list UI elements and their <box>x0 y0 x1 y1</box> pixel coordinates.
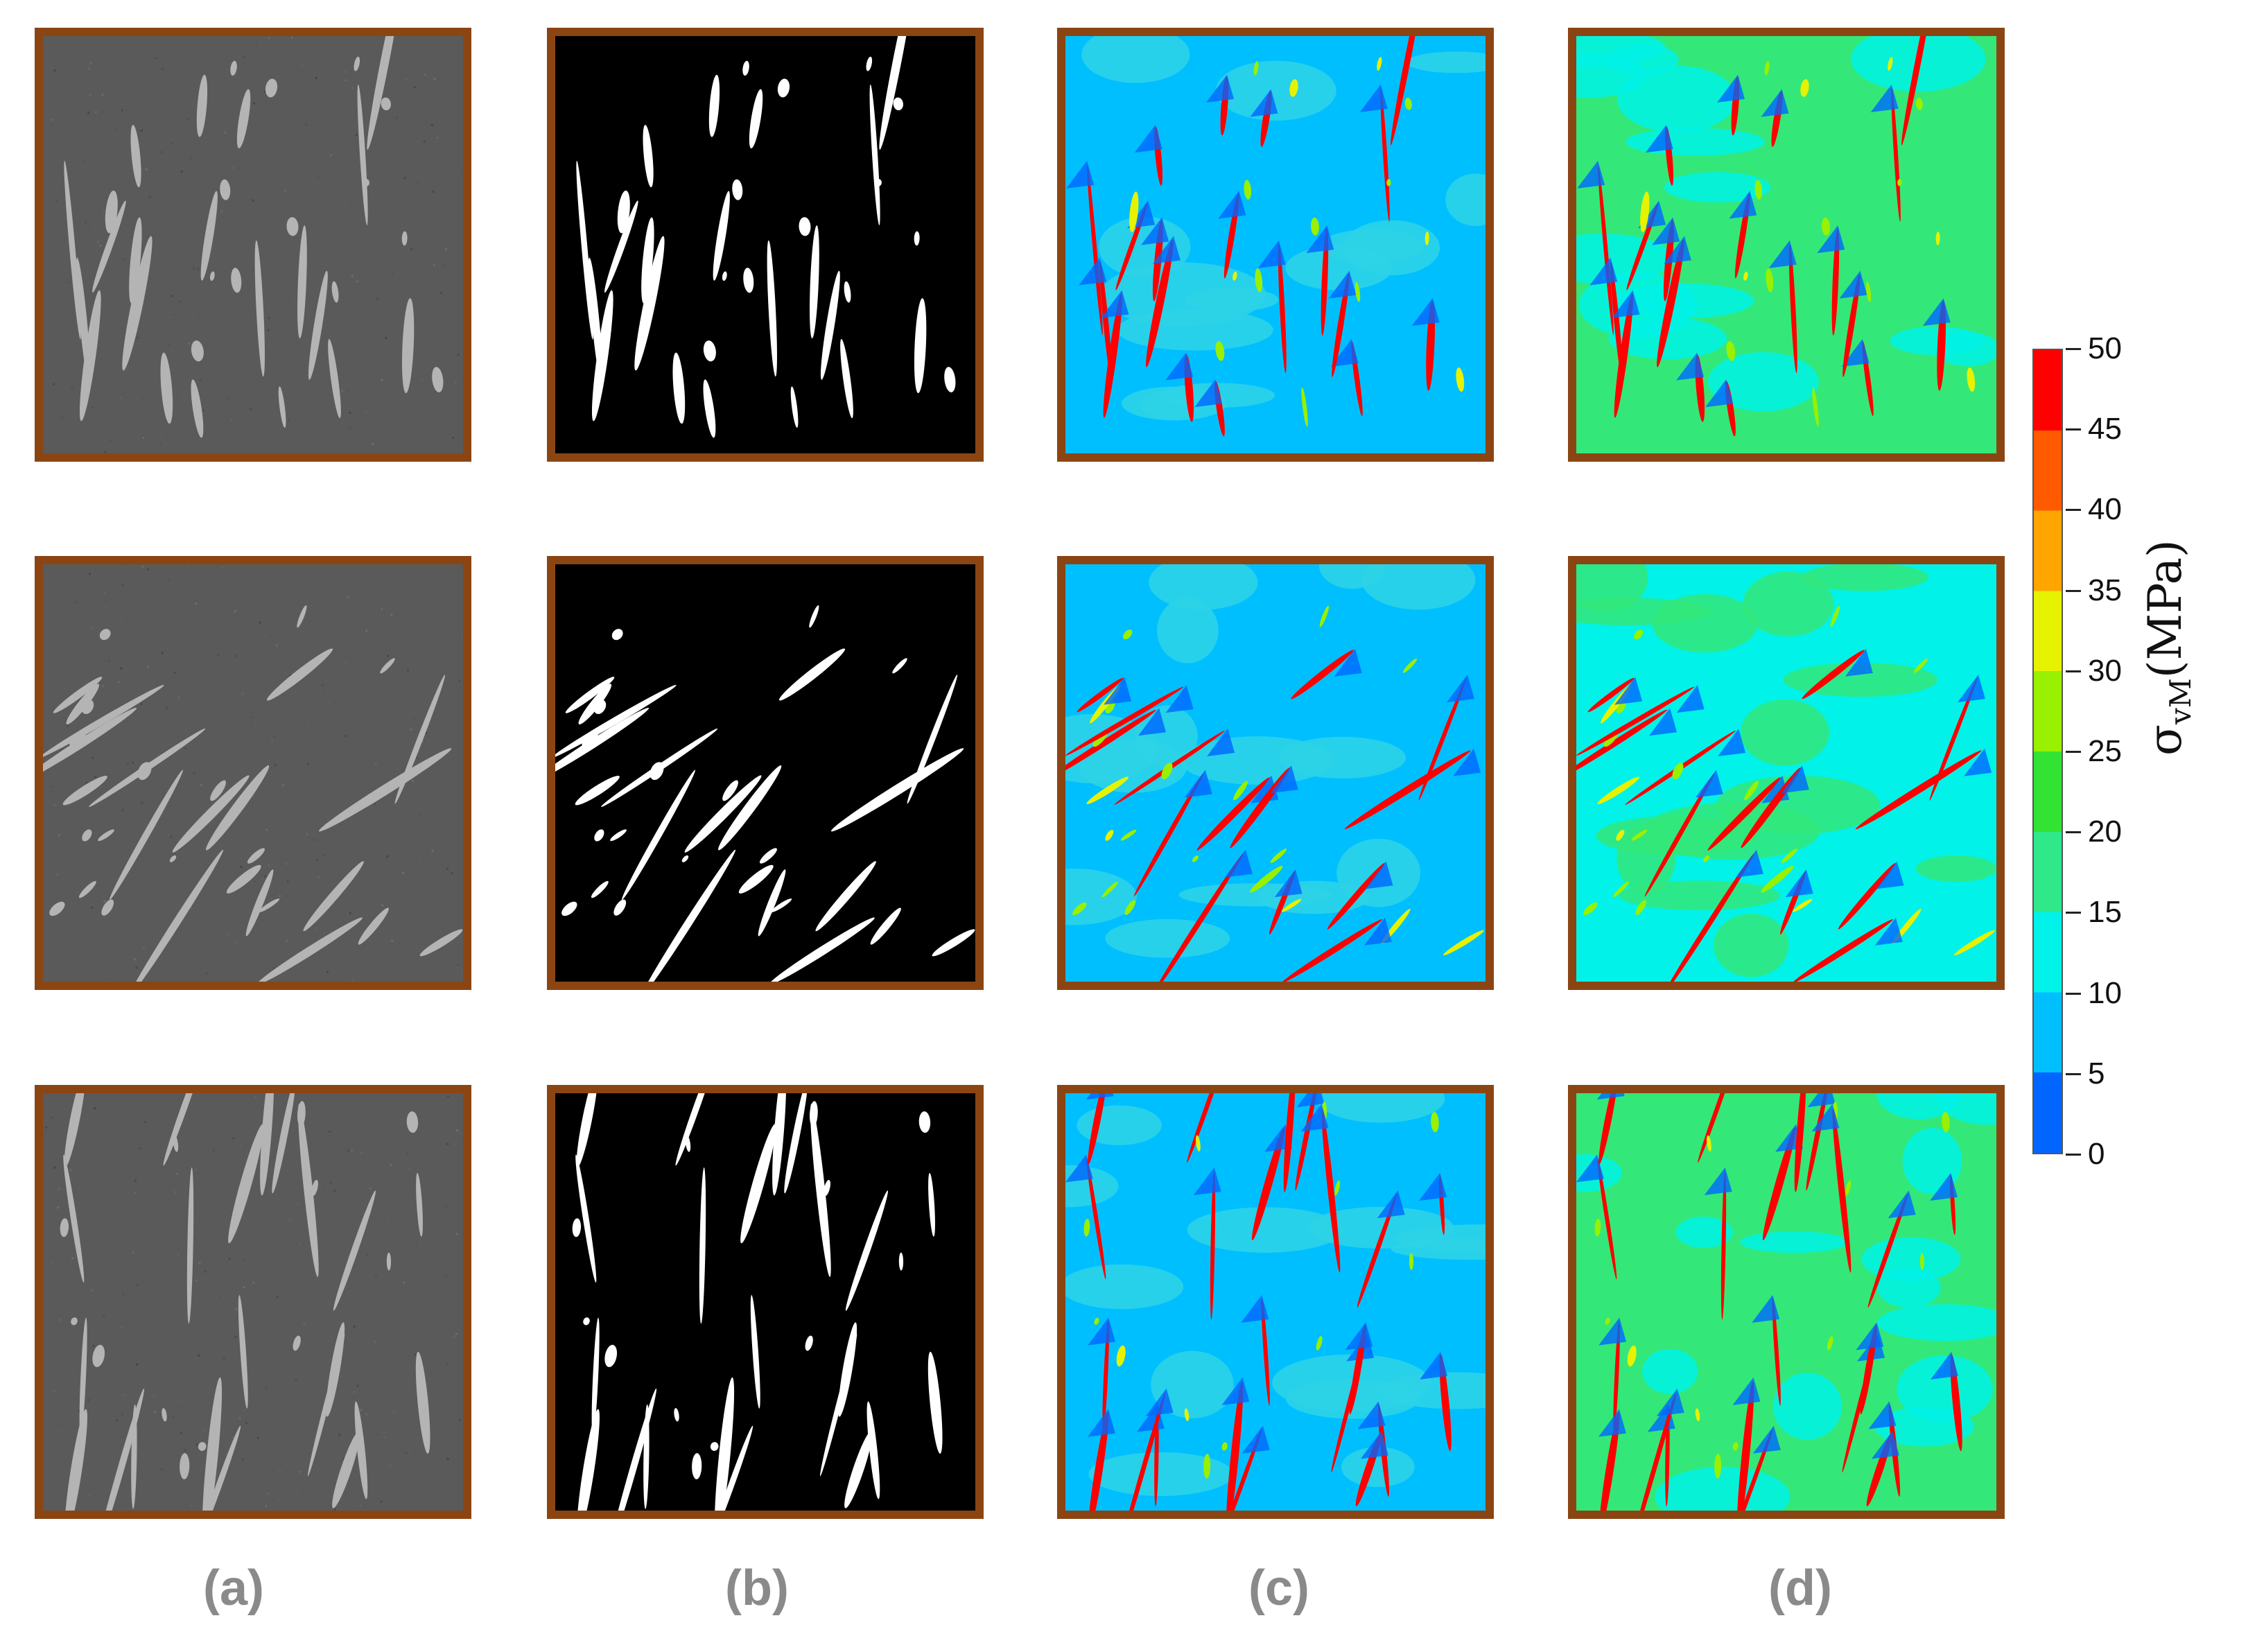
colorbar-tick <box>2066 589 2081 592</box>
panel-c-row3 <box>1057 1085 1494 1519</box>
colorbar-tick <box>2066 670 2081 672</box>
colorbar-tick-label: 25 <box>2088 734 2122 768</box>
colorbar-tick-label: 40 <box>2088 492 2122 527</box>
colorbar-tick-label: 35 <box>2088 573 2122 607</box>
colorbar-tick <box>2066 1072 2081 1075</box>
colorbar-tick-label: 15 <box>2088 895 2122 930</box>
panel-d-row2 <box>1568 556 2005 990</box>
colorbar-title-unit: (MPa) <box>2138 539 2192 679</box>
colorbar <box>2032 349 2063 1154</box>
colorbar-tick <box>2066 428 2081 431</box>
panel-a-row1 <box>35 28 471 462</box>
panel-a-row3 <box>35 1085 471 1519</box>
panel-d-row1 <box>1568 28 2005 462</box>
colorbar-tick-label: 45 <box>2088 412 2122 446</box>
colorbar-title-subscript: vM <box>2163 678 2198 724</box>
colorbar-tick-label: 5 <box>2088 1056 2105 1090</box>
colorbar-tick <box>2066 831 2081 834</box>
column-label-d: (d) <box>1768 1560 1832 1616</box>
panel-c-row2 <box>1057 556 1494 990</box>
colorbar-tick <box>2066 1154 2081 1156</box>
panel-b-row2 <box>547 556 984 990</box>
colorbar-title-symbol: σ <box>2138 724 2192 756</box>
panel-d-row3 <box>1568 1085 2005 1519</box>
colorbar-tick <box>2066 912 2081 914</box>
column-label-a: (a) <box>203 1560 264 1616</box>
colorbar-tick <box>2066 751 2081 753</box>
panel-b-row1 <box>547 28 984 462</box>
colorbar-tick-label: 30 <box>2088 653 2122 688</box>
colorbar-tick <box>2066 348 2081 350</box>
colorbar-tick-label: 0 <box>2088 1137 2105 1171</box>
colorbar-tick-label: 20 <box>2088 815 2122 849</box>
column-label-c: (c) <box>1248 1560 1309 1616</box>
colorbar-tick <box>2066 992 2081 995</box>
colorbar-tick-label: 50 <box>2088 331 2122 365</box>
colorbar-title: σvM(MPa) <box>2138 539 2197 756</box>
colorbar-tick-label: 10 <box>2088 975 2122 1010</box>
column-label-b: (b) <box>725 1560 789 1616</box>
panel-c-row1 <box>1057 28 1494 462</box>
colorbar-tick <box>2066 509 2081 512</box>
panel-a-row2 <box>35 556 471 990</box>
panel-b-row3 <box>547 1085 984 1519</box>
